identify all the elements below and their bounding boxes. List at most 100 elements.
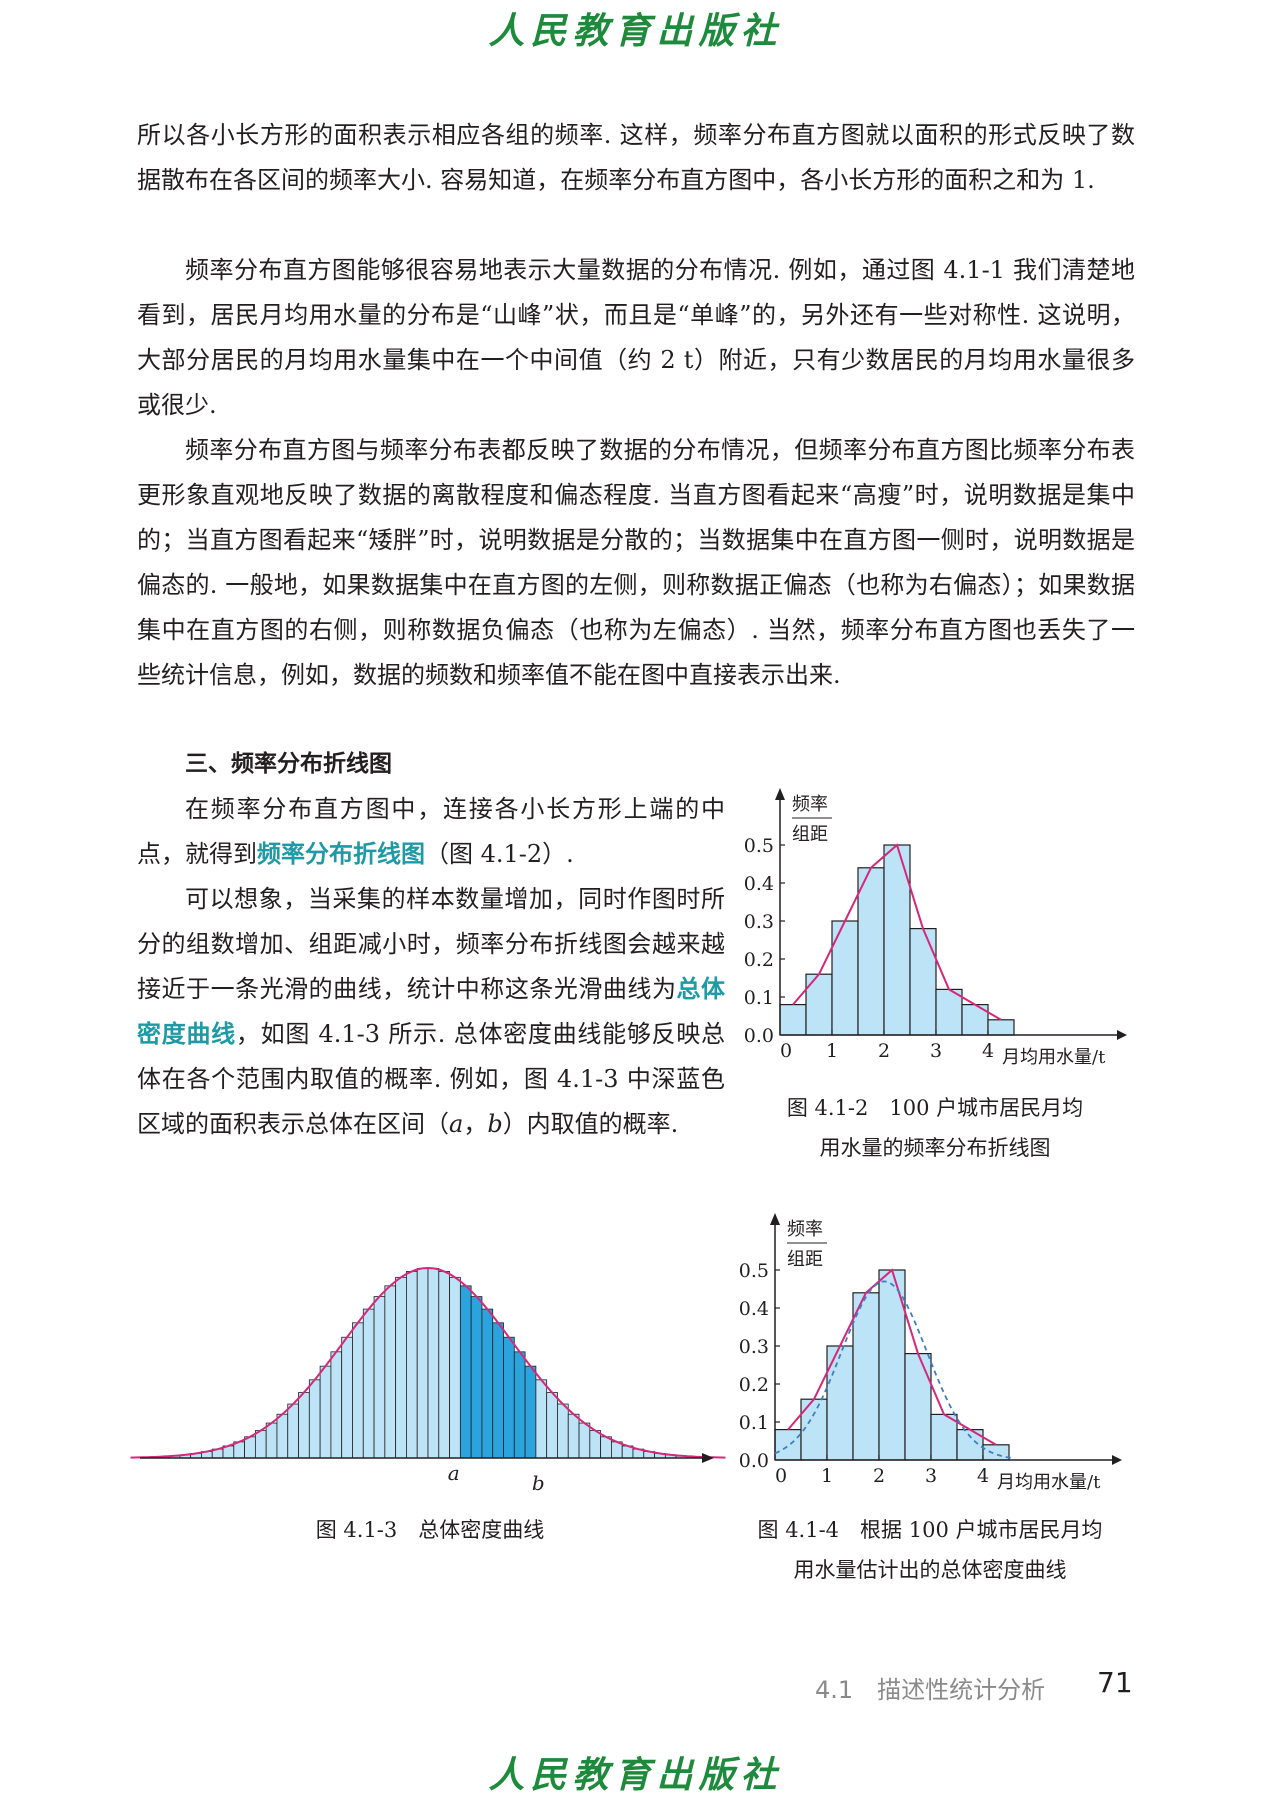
publisher-logo-bottom: 人民教育出版社 bbox=[488, 1754, 783, 1796]
page-number: 71 bbox=[1097, 1666, 1133, 1699]
y-tick-label: 0.4 bbox=[744, 873, 774, 895]
density-bar bbox=[276, 1413, 289, 1459]
density-bar bbox=[254, 1430, 267, 1459]
y-axis-label-top: 频率 bbox=[787, 1219, 823, 1240]
density-bar bbox=[308, 1379, 321, 1459]
density-bar bbox=[341, 1336, 353, 1459]
footer-section-title: 4.1 描述性统计分析 bbox=[815, 1676, 1046, 1704]
shaded-bar bbox=[492, 1322, 504, 1459]
y-tick-label: 0.0 bbox=[744, 1025, 774, 1047]
x-axis-arrow bbox=[1117, 1030, 1127, 1040]
figure-4-1-2-caption-line-1: 图 4.1-2 100 户城市居民月均 bbox=[786, 1096, 1084, 1120]
density-bar bbox=[373, 1296, 386, 1459]
density-bar bbox=[535, 1379, 548, 1459]
density-bar bbox=[600, 1436, 612, 1459]
density-bar bbox=[352, 1322, 364, 1459]
shaded-bar bbox=[481, 1308, 494, 1459]
x-tick-label: 1 bbox=[821, 1465, 833, 1487]
y-tick-label: 0.2 bbox=[739, 1374, 769, 1396]
y-tick-label: 0.3 bbox=[744, 911, 774, 933]
term-density-curve: 总体密度曲线 bbox=[137, 975, 726, 1048]
shaded-bar bbox=[513, 1351, 526, 1459]
x-tick-label: 4 bbox=[977, 1465, 989, 1487]
figure-4-1-4-caption-line-1: 图 4.1-4 根据 100 户城市居民月均 bbox=[757, 1518, 1103, 1542]
density-bar bbox=[546, 1392, 558, 1459]
histogram-bar bbox=[774, 1429, 802, 1461]
paragraph-3: 频率分布直方图与频率分布表都反映了数据的分布情况，但频率分布直方图比频率分布表更… bbox=[137, 436, 1135, 689]
shaded-bar bbox=[503, 1336, 515, 1459]
histogram-bar bbox=[904, 1353, 932, 1461]
density-bar bbox=[298, 1392, 310, 1459]
y-axis-arrow bbox=[770, 1213, 780, 1225]
histogram-bar bbox=[930, 1413, 958, 1461]
y-tick-label: 0.1 bbox=[744, 987, 774, 1009]
histogram-bar bbox=[909, 928, 937, 1036]
density-bar bbox=[589, 1430, 602, 1459]
density-bar bbox=[395, 1276, 407, 1459]
density-bar bbox=[384, 1285, 397, 1459]
histogram-bar bbox=[852, 1292, 880, 1461]
x-tick-label: 3 bbox=[925, 1465, 937, 1487]
y-tick-label: 0.1 bbox=[739, 1412, 769, 1434]
density-bar bbox=[319, 1365, 332, 1459]
paragraph-2: 频率分布直方图能够很容易地表示大量数据的分布情况. 例如，通过图 4.1-1 我… bbox=[137, 256, 1135, 419]
density-bar bbox=[362, 1308, 375, 1459]
x-tick-label: 1 bbox=[826, 1040, 838, 1062]
y-axis-arrow bbox=[775, 788, 785, 800]
x-axis-arrow bbox=[1112, 1455, 1122, 1465]
x-tick-label: 0 bbox=[780, 1040, 792, 1062]
density-bar bbox=[265, 1422, 278, 1459]
shaded-bar bbox=[459, 1285, 472, 1459]
x-axis-label: 月均用水量/t bbox=[1002, 1047, 1106, 1068]
term-frequency-polygon: 频率分布折线图 bbox=[257, 840, 425, 868]
histogram-bar bbox=[935, 988, 963, 1036]
side-p2-text-a: 可以想象，当采集的样本数量增加，同时作图时所分的组数增加、组距减小时，频率分布折… bbox=[137, 885, 725, 1003]
estimated-density-curve bbox=[774, 1280, 1015, 1460]
y-axis-label-top: 频率 bbox=[792, 794, 828, 815]
side-p1-text-b: （图 4.1-2）. bbox=[425, 840, 574, 868]
x-axis-label: 月均用水量/t bbox=[997, 1472, 1101, 1493]
x-tick-label: 4 bbox=[982, 1040, 994, 1062]
density-bar bbox=[567, 1413, 580, 1459]
density-bar bbox=[330, 1351, 343, 1459]
paragraph-1: 所以各小长方形的面积表示相应各组的频率. 这样，频率分布直方图就以面积的形式反映… bbox=[137, 121, 1135, 194]
label-b: b bbox=[532, 1471, 545, 1495]
density-bar bbox=[449, 1276, 461, 1459]
histogram-bar bbox=[857, 867, 885, 1036]
shaded-bar bbox=[524, 1365, 537, 1459]
section-heading: 三、频率分布折线图 bbox=[185, 751, 392, 777]
y-tick-label: 0.2 bbox=[744, 949, 774, 971]
side-paragraph-1: 在频率分布直方图中，连接各小长方形上端的中点，就得到频率分布折线图（图 4.1-… bbox=[137, 787, 725, 877]
side-p1-text-a: 在频率分布直方图中，连接各小长方形上端的中点，就得到 bbox=[137, 795, 725, 868]
frequency-polygon bbox=[792, 843, 1002, 1021]
x-tick-label: 2 bbox=[878, 1040, 890, 1062]
figure-4-1-4-caption: 图 4.1-4 根据 100 户城市居民月均 用水量估计出的总体密度曲线 bbox=[730, 1510, 1130, 1590]
shaded-bar bbox=[470, 1296, 483, 1459]
label-a: a bbox=[448, 1461, 460, 1485]
figure-4-1-4-caption-line-2: 用水量估计出的总体密度曲线 bbox=[793, 1558, 1067, 1582]
y-tick-label: 0.4 bbox=[739, 1298, 769, 1320]
x-tick-label: 0 bbox=[775, 1465, 787, 1487]
density-bar bbox=[287, 1403, 299, 1459]
density-curve bbox=[130, 1266, 726, 1459]
density-bar bbox=[416, 1267, 429, 1459]
figure-4-1-2-caption: 图 4.1-2 100 户城市居民月均 用水量的频率分布折线图 bbox=[735, 1088, 1135, 1168]
figure-4-1-3-caption: 图 4.1-3 总体密度曲线 bbox=[315, 1518, 545, 1542]
x-tick-label: 2 bbox=[873, 1465, 885, 1487]
side-p2-text-b: ，如图 4.1-3 所示. 总体密度曲线能够反映总体在各个范围内取值的概率. 例… bbox=[137, 1020, 726, 1138]
histogram-bar bbox=[779, 1004, 807, 1036]
y-tick-label: 0.5 bbox=[739, 1260, 769, 1282]
side-p2-text-c: ）内取值的概率. bbox=[502, 1110, 679, 1138]
x-tick-label: 3 bbox=[930, 1040, 942, 1062]
density-bar bbox=[438, 1271, 450, 1459]
density-bar bbox=[557, 1403, 569, 1459]
figure-4-1-2-caption-line-2: 用水量的频率分布折线图 bbox=[819, 1136, 1051, 1160]
frequency-polygon bbox=[787, 1268, 997, 1446]
var-b: b bbox=[487, 1110, 503, 1138]
y-axis-label-bottom: 组距 bbox=[787, 1249, 823, 1270]
side-paragraph-2: 可以想象，当采集的样本数量增加，同时作图时所分的组数增加、组距减小时，频率分布折… bbox=[137, 877, 725, 1147]
histogram-bar bbox=[982, 1444, 1010, 1461]
